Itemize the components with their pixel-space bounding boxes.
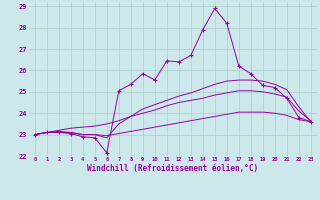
X-axis label: Windchill (Refroidissement éolien,°C): Windchill (Refroidissement éolien,°C) (87, 164, 258, 173)
